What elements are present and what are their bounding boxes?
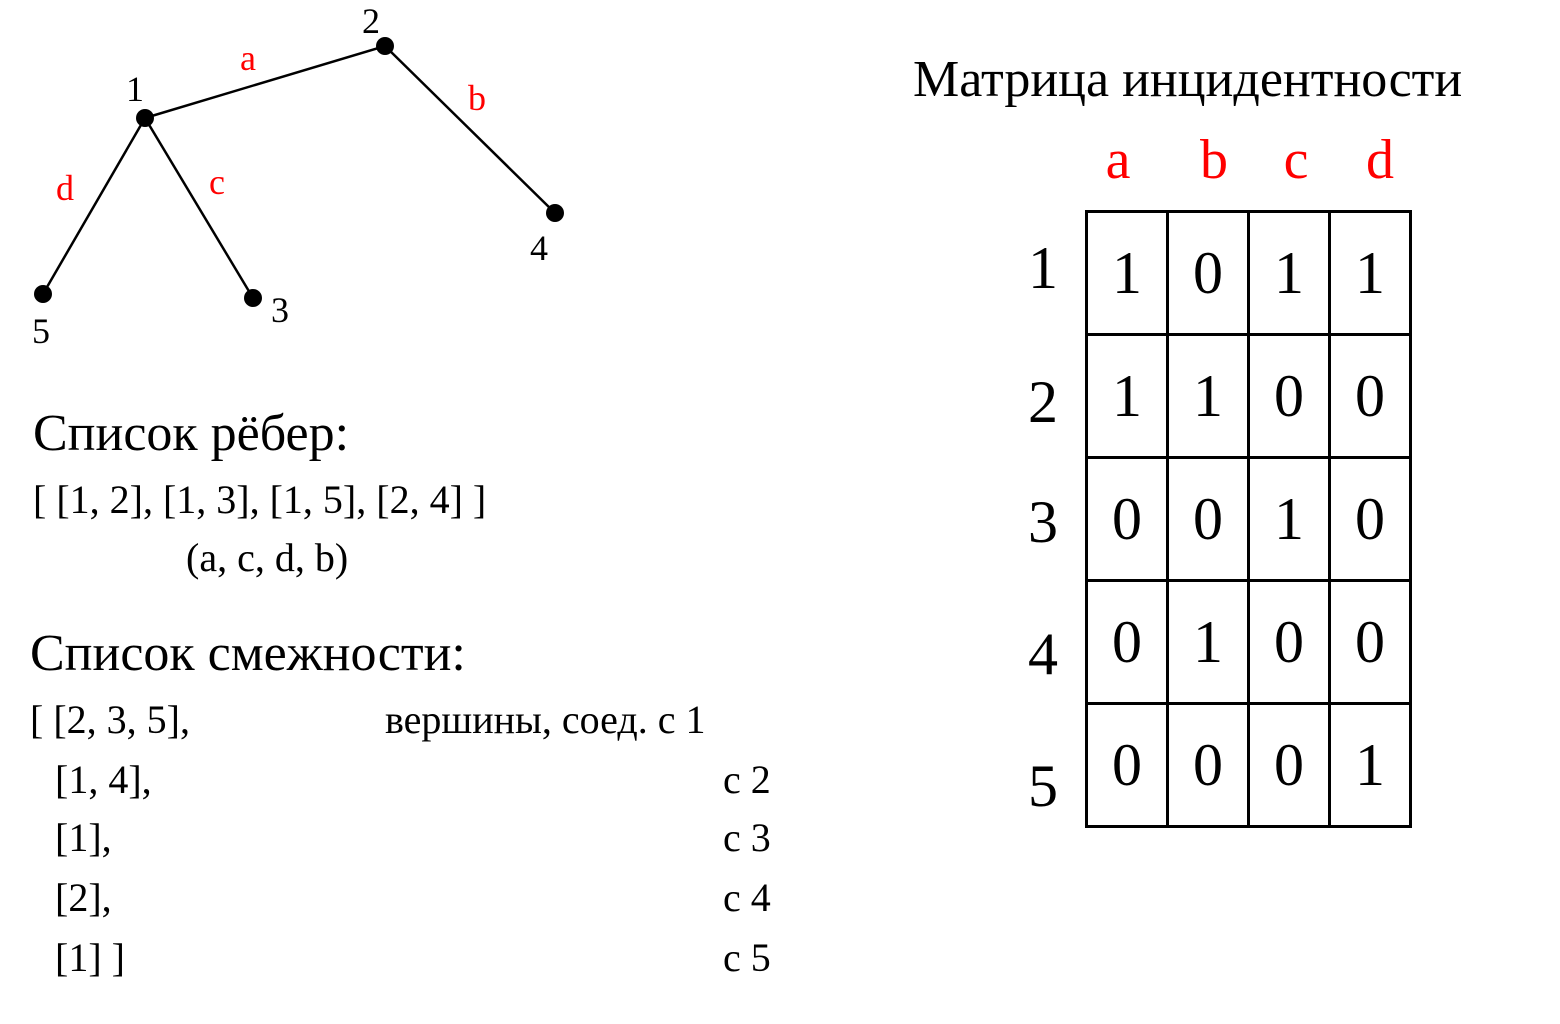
- matrix-cell: 0: [1328, 579, 1412, 705]
- matrix-row: 1 1 0 0: [1085, 333, 1412, 459]
- matrix-cell: 0: [1166, 210, 1250, 336]
- adjacency-note-2: с 2: [723, 757, 771, 802]
- matrix-cell: 1: [1328, 702, 1412, 828]
- matrix-row-header-5: 5: [1028, 753, 1058, 819]
- matrix-col-header-d: d: [1366, 129, 1394, 191]
- vertex-2: [376, 37, 394, 55]
- adjacency-note-3: с 3: [723, 815, 771, 860]
- vertex-label-4: 4: [530, 228, 548, 268]
- matrix-title: Матрица инцидентности: [913, 51, 1463, 108]
- matrix-row-header-1: 1: [1028, 235, 1058, 301]
- edge-a: [144, 44, 386, 120]
- matrix-cell: 0: [1247, 702, 1331, 828]
- edge-d: [41, 117, 147, 295]
- adjacency-note-1: вершины, соед. с 1: [385, 697, 706, 742]
- edge-list-value: [ [1, 2], [1, 3], [1, 5], [2, 4] ]: [33, 477, 487, 522]
- matrix-cell: 0: [1166, 456, 1250, 582]
- matrix-cell: 0: [1166, 702, 1250, 828]
- matrix-row-header-4: 4: [1028, 621, 1058, 687]
- vertex-label-2: 2: [362, 1, 380, 41]
- edge-b: [384, 45, 556, 214]
- matrix-row: 0 1 0 0: [1085, 579, 1412, 705]
- edge-list-labels: (a, c, d, b): [186, 535, 349, 580]
- matrix-row: 0 0 1 0: [1085, 456, 1412, 582]
- matrix-cell: 0: [1328, 456, 1412, 582]
- edge-label-a: a: [240, 38, 256, 78]
- edge-label-c: c: [209, 162, 225, 202]
- edge-label-d: d: [56, 168, 74, 208]
- matrix-col-header-a: a: [1105, 129, 1131, 191]
- vertex-labels: 1 2 3 4 5: [32, 1, 548, 351]
- graph-edges: [41, 44, 556, 299]
- matrix-row: 0 0 0 1: [1085, 702, 1412, 828]
- vertex-3: [244, 289, 262, 307]
- edge-c: [143, 117, 255, 299]
- vertex-1: [136, 109, 154, 127]
- adjacency-row-1: [ [2, 3, 5],: [30, 697, 190, 742]
- matrix-cell: 1: [1328, 210, 1412, 336]
- matrix-cell: 0: [1328, 333, 1412, 459]
- incidence-matrix: 1 0 1 1 1 1 0 0 0 0 1 0 0 1 0 0 0 0 0 1: [1085, 210, 1412, 828]
- matrix-cell: 0: [1085, 702, 1169, 828]
- matrix-row: 1 0 1 1: [1085, 210, 1412, 336]
- edge-labels: a b c d: [56, 38, 486, 208]
- graph-diagram: 1 2 3 4 5 a b c d: [32, 1, 564, 351]
- matrix-cell: 0: [1085, 456, 1169, 582]
- adjacency-heading: Список смежности:: [30, 625, 466, 682]
- vertex-4: [546, 204, 564, 222]
- matrix-cell: 1: [1247, 210, 1331, 336]
- matrix-cell: 0: [1247, 333, 1331, 459]
- vertex-label-3: 3: [271, 290, 289, 330]
- matrix-cell: 1: [1085, 210, 1169, 336]
- adjacency-row-4: [2],: [55, 875, 112, 920]
- matrix-cell: 0: [1247, 579, 1331, 705]
- vertex-label-1: 1: [126, 69, 144, 109]
- vertex-label-5: 5: [32, 311, 50, 351]
- vertex-5: [34, 285, 52, 303]
- matrix-cell: 1: [1166, 333, 1250, 459]
- adjacency-row-5: [1] ]: [55, 935, 125, 980]
- adjacency-row-2: [1, 4],: [55, 757, 152, 802]
- matrix-row-header-2: 2: [1028, 369, 1058, 435]
- matrix-col-header-b: b: [1200, 129, 1228, 191]
- edge-list-heading: Список рёбер:: [33, 405, 350, 462]
- matrix-cell: 1: [1085, 333, 1169, 459]
- matrix-row-header-3: 3: [1028, 489, 1058, 555]
- matrix-cell: 1: [1247, 456, 1331, 582]
- matrix-cell: 0: [1085, 579, 1169, 705]
- adjacency-note-4: с 4: [723, 875, 771, 920]
- adjacency-note-5: с 5: [723, 935, 771, 980]
- matrix-col-header-c: c: [1283, 129, 1309, 191]
- graph-vertices: [34, 37, 564, 307]
- edge-label-b: b: [468, 78, 486, 118]
- matrix-cell: 1: [1166, 579, 1250, 705]
- adjacency-row-3: [1],: [55, 815, 112, 860]
